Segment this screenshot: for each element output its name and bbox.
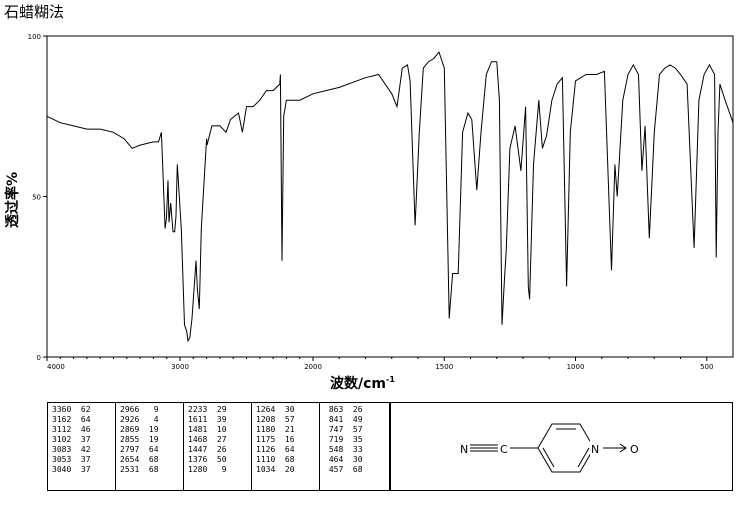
x-tick-label-2000: 2000 — [304, 363, 322, 371]
x-tick-label-4000: 4000 — [47, 363, 65, 371]
molecule-structure: N C N O — [460, 423, 639, 473]
peak-table-cell: 863 26 — [324, 405, 363, 414]
atom-carbon: C — [500, 443, 508, 456]
peak-table-cell: 548 33 — [324, 445, 363, 454]
x-axis-label: 波数/cm-1 — [330, 375, 395, 392]
peak-table-cell: 3083 42 — [52, 445, 91, 454]
peak-table-cell: 457 68 — [324, 465, 363, 474]
peak-table-cell: 1110 68 — [256, 455, 295, 464]
peak-table-cell: 3102 37 — [52, 435, 91, 444]
x-axis-ticks: 4000 3000 2000 1500 1000 500 — [46, 357, 713, 371]
spectrum-line — [46, 51, 734, 343]
peak-table-column: 2966 9 2926 4 2869 19 2855 19 2797 64 2654 68… — [116, 403, 184, 490]
x-tick-label-3000: 3000 — [171, 363, 189, 371]
peak-table-cell: 1376 50 — [188, 455, 227, 464]
plot-frame — [46, 35, 734, 358]
peak-table-cell: 1180 21 — [256, 425, 295, 434]
ring-double-bond-2 — [542, 447, 555, 468]
peak-table-cell: 1126 64 — [256, 445, 295, 454]
ir-spectrum-chart: 4000 3000 2000 1500 1000 500 0 50 100 波数/cm-1 透… — [4, 33, 734, 392]
arrow-head — [619, 443, 627, 453]
ring-double-bond-3 — [577, 447, 590, 468]
atom-ring-n: N — [591, 443, 599, 456]
peak-table-cell: 841 49 — [324, 415, 363, 424]
peak-table-cell: 2654 68 — [120, 455, 159, 464]
peak-table-cell: 1034 20 — [256, 465, 295, 474]
chart-title: 石蜡糊法 — [4, 3, 65, 21]
y-tick-label-0: 0 — [37, 354, 41, 362]
peak-table-cell: 2797 64 — [120, 445, 159, 454]
structure-panel: N C N O — [390, 402, 733, 491]
peak-table-cell: 1208 57 — [256, 415, 295, 424]
peak-table-cell: 2531 68 — [120, 465, 159, 474]
x-tick-label-1500: 1500 — [435, 363, 453, 371]
peak-table-cell: 3162 64 — [52, 415, 91, 424]
y-tick-label-100: 100 — [28, 33, 41, 41]
peak-table-cell: 2966 9 — [120, 405, 159, 414]
peak-table-column: 2233 29 1611 39 1481 10 1468 27 1447 26 1376 … — [184, 403, 252, 490]
peak-table-cell: 3040 37 — [52, 465, 91, 474]
peak-table-cell: 2869 19 — [120, 425, 159, 434]
peak-table-column: 1264 30 1208 57 1180 21 1175 16 1126 64 1110 … — [252, 403, 320, 490]
peak-table-cell: 1447 26 — [188, 445, 227, 454]
peak-table-cell: 2926 4 — [120, 415, 159, 424]
peak-table-cell: 2855 19 — [120, 435, 159, 444]
x-tick-label-1000: 1000 — [567, 363, 585, 371]
y-tick-label-50: 50 — [32, 194, 41, 202]
peak-table-cell: 719 35 — [324, 435, 363, 444]
pyridine-ring — [537, 423, 595, 473]
peak-table-cell: 2233 29 — [188, 405, 227, 414]
peak-table-cell: 1481 10 — [188, 425, 227, 434]
peak-table-cell: 3053 37 — [52, 455, 91, 464]
atom-oxygen: O — [630, 443, 639, 456]
y-axis-label: 透过率% — [4, 172, 21, 228]
peak-table-cell: 1280 9 — [188, 465, 227, 474]
peak-table-column: 863 26 841 49 747 57 719 35 548 33 464 3… — [320, 403, 391, 490]
peak-table-cell: 1264 30 — [256, 405, 295, 414]
peak-table-cell: 747 57 — [324, 425, 363, 434]
x-axis-label-superscript: -1 — [386, 375, 395, 384]
atom-nitrile-n: N — [460, 443, 468, 456]
peak-table-cell: 464 30 — [324, 455, 363, 464]
peak-table-cell: 1611 39 — [188, 415, 227, 424]
peak-table-cell: 3112 46 — [52, 425, 91, 434]
peak-table-cell: 1468 27 — [188, 435, 227, 444]
peak-table-column: 3360 62 3162 64 3112 46 3102 37 3083 42 3053 … — [48, 403, 116, 490]
peak-table: 3360 62 3162 64 3112 46 3102 37 3083 42 3053 … — [47, 402, 391, 491]
peak-table-cell: 1175 16 — [256, 435, 295, 444]
x-tick-label-500: 500 — [700, 363, 713, 371]
peak-table-cell: 3360 62 — [52, 405, 91, 414]
y-axis-ticks: 0 50 100 — [28, 33, 47, 362]
